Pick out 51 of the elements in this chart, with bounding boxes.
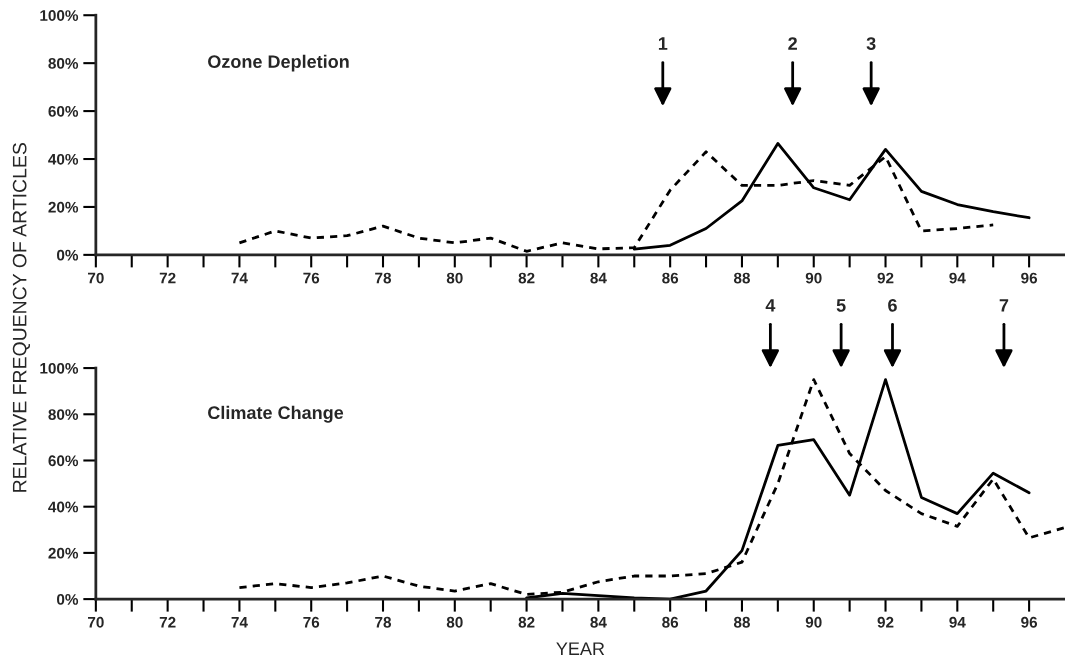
x-tick-label: 94 xyxy=(949,616,966,628)
x-tick-label: 94 xyxy=(949,272,966,284)
x-tick-label: 80 xyxy=(446,272,463,284)
x-tick-label: 78 xyxy=(375,272,392,284)
x-tick-label: 72 xyxy=(159,272,176,284)
y-tick-label: 100% xyxy=(40,362,79,374)
x-tick-label: 72 xyxy=(159,616,176,628)
annotation: 3 xyxy=(866,37,876,50)
x-tick-label: 82 xyxy=(518,272,535,284)
x-tick-label: 88 xyxy=(733,616,750,628)
text: 7 xyxy=(999,299,1009,312)
text: Climate Change xyxy=(208,405,344,423)
x-tick-label: 82 xyxy=(518,616,535,628)
annotation: 1 xyxy=(658,37,668,50)
x-tick-label: 76 xyxy=(303,616,320,628)
y-tick-label: 80% xyxy=(48,409,79,420)
x-tick-label: 90 xyxy=(805,272,822,284)
y-tick-label: 40% xyxy=(48,501,79,513)
x-tick-label: 86 xyxy=(662,272,679,284)
x-tick-label: 92 xyxy=(877,616,894,628)
y-tick-label: 80% xyxy=(48,58,79,69)
y-tick-label: 60% xyxy=(48,455,79,467)
text: Ozone Depletion xyxy=(208,54,349,72)
y-tick-label: 60% xyxy=(48,105,79,117)
y-tick-label: 20% xyxy=(48,201,79,213)
x-tick-label: 92 xyxy=(877,272,894,284)
y-tick-label: 0% xyxy=(57,593,79,605)
text: 6 xyxy=(888,298,897,312)
x-tick-label: 88 xyxy=(733,272,750,284)
x-tick-label: 96 xyxy=(1021,272,1038,284)
x-tick-label: 96 xyxy=(1021,616,1038,628)
x-tick-label: 86 xyxy=(662,616,679,628)
text: 4 xyxy=(765,299,776,312)
x-tick-label: 84 xyxy=(590,616,607,628)
x-tick-label: 74 xyxy=(231,272,248,284)
x-tick-label: 70 xyxy=(88,272,104,284)
y-axis-title: RELATIVE FREQUENCY OF ARTICLES xyxy=(12,143,30,492)
text: 5 xyxy=(836,299,846,312)
y-tick-label: 20% xyxy=(48,547,79,559)
x-tick-label: 74 xyxy=(231,617,248,628)
x-axis-title: YEAR xyxy=(556,642,605,655)
annotation: 2 xyxy=(788,37,797,50)
x-tick-label: 76 xyxy=(303,272,320,284)
x-tick-label: 90 xyxy=(805,616,822,628)
y-tick-label: 0% xyxy=(57,249,79,261)
y-tick-label: 100% xyxy=(40,10,79,21)
x-tick-label: 78 xyxy=(375,616,392,628)
x-tick-label: 70 xyxy=(88,616,104,628)
x-tick-label: 84 xyxy=(590,272,607,284)
x-tick-label: 80 xyxy=(446,616,463,628)
y-tick-label: 40% xyxy=(48,153,79,165)
